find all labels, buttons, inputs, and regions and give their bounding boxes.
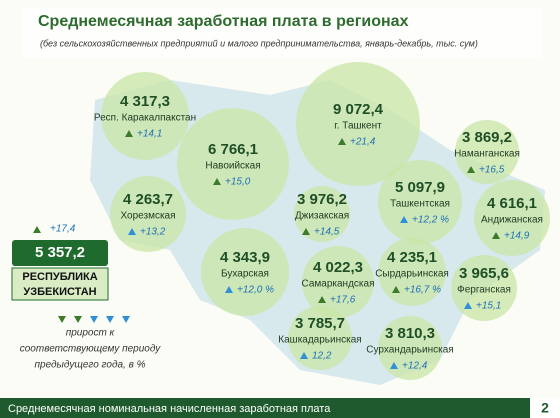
triangle (392, 286, 400, 293)
republic-name: УЗБЕКИСТАН (23, 286, 96, 298)
triangle (33, 226, 41, 233)
triangle (467, 166, 475, 173)
region-bubble (474, 180, 550, 256)
legend-text: соответствующему периоду (20, 344, 162, 355)
triangle (125, 130, 133, 137)
region-value: 4 263,7 (123, 191, 173, 208)
region-bubble (378, 160, 462, 244)
region-name: Джизакская (295, 211, 349, 222)
legend-text: прирост к (66, 328, 116, 339)
legend: прирост к соответствующему периоду преды… (20, 316, 162, 371)
region-name: Бухарская (221, 269, 269, 280)
region-growth: +15,1 (476, 301, 501, 312)
region-value: 4 616,1 (487, 195, 537, 212)
triangle (213, 178, 221, 185)
triangle (302, 228, 310, 235)
triangle (390, 362, 398, 369)
republic-value: 5 357,2 (35, 244, 85, 261)
region-growth: +16,7 % (404, 285, 441, 296)
republic-name-box (11, 267, 109, 301)
region-value: 3 976,2 (297, 191, 347, 208)
triangle (106, 316, 114, 323)
region-growth: +17,6 (330, 295, 356, 306)
region-growth: +12,2 % (412, 215, 449, 226)
title: Среднемесячная заработная плата в регион… (38, 13, 409, 30)
footer-text: Среднемесячная номинальная начисленная з… (8, 403, 331, 415)
republic-name: РЕСПУБЛИКА (22, 271, 97, 283)
region-growth: +14,5 (314, 227, 340, 238)
region-name: Наманганская (454, 149, 520, 160)
region-growth: +14,1 (137, 129, 162, 140)
page-number: 2 (541, 400, 549, 416)
region-growth: +15,0 (225, 177, 251, 188)
region-growth: +12,0 % (237, 285, 274, 296)
region-name: Ташкентская (390, 199, 450, 210)
header-panel (22, 8, 542, 58)
region-bubble (296, 62, 420, 186)
region-name: г. Ташкент (334, 121, 382, 132)
region-name: Сырдарьинская (375, 269, 449, 280)
triangle (90, 316, 98, 323)
region-name: Андижанская (481, 215, 543, 226)
region-name: Сурхандарьинская (366, 345, 453, 356)
triangle (128, 228, 136, 235)
region-value: 3 869,2 (462, 129, 512, 146)
triangle (400, 216, 408, 223)
region-value: 4 343,9 (220, 249, 270, 266)
region-value: 3 785,7 (295, 315, 345, 332)
triangle (225, 286, 233, 293)
triangle (492, 232, 500, 239)
legend-text: предыдущего года, в % (35, 360, 146, 371)
triangle (58, 316, 66, 323)
triangle (464, 302, 472, 309)
page-box (530, 398, 560, 418)
region-bubble (110, 176, 186, 252)
region-value: 4 317,3 (120, 93, 170, 110)
republic-value-box (12, 240, 108, 266)
region-value: 6 766,1 (208, 141, 258, 158)
triangle (122, 316, 130, 323)
region-name: Навоийская (205, 161, 260, 172)
region-value: 3 810,3 (385, 325, 435, 342)
region-value: 9 072,4 (333, 101, 384, 118)
triangle (318, 296, 326, 303)
region-value: 3 965,6 (459, 265, 509, 282)
republic-block: +17,4 5 357,2 РЕСПУБЛИКА УЗБЕКИСТАН (11, 224, 109, 301)
triangle (338, 138, 346, 145)
region-name: Ферганская (457, 285, 511, 296)
region-value: 4 235,1 (387, 249, 437, 266)
region-name: Респ. Каракалпакстан (94, 113, 196, 124)
region-growth: +14,9 (504, 231, 530, 242)
triangle (74, 316, 82, 323)
region-bubble (201, 228, 289, 316)
region-growth: 12,2 (312, 351, 332, 362)
region-growth: +12,4 (402, 361, 428, 372)
region-value: 5 097,9 (395, 179, 445, 196)
region-bubble (294, 186, 350, 242)
region-name: Хорезмская (120, 211, 175, 222)
region-name: Самаркандская (302, 279, 375, 290)
subtitle: (без сельскохозяйственных предприятий и … (40, 38, 478, 48)
region-growth: +16,5 (479, 165, 505, 176)
region-name: Кашкадарьинская (278, 335, 361, 346)
region-bubble (177, 108, 289, 220)
region-growth: +13,2 (140, 227, 166, 238)
region-bubble (101, 72, 189, 160)
region-value: 4 022,3 (313, 259, 363, 276)
region-growth: +21,4 (350, 137, 376, 148)
republic-growth: +17,4 (50, 224, 76, 235)
regions: 4 317,3 Респ. Каракалпакстан +14,1 6 766,1 Н… (94, 62, 550, 380)
triangle (300, 352, 308, 359)
footer-bar (0, 398, 560, 418)
